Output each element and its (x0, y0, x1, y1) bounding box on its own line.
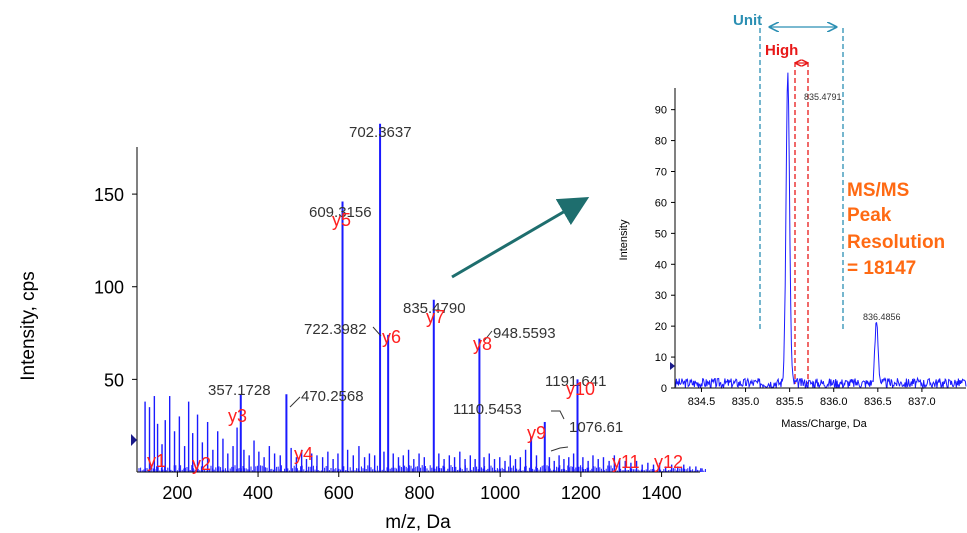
inset-peak-label: 835.4791 (804, 92, 842, 102)
ion-labels: y1 y2 y3 y4 y5 y6 y7 y8 y9 y10 y11 y12 (147, 210, 683, 474)
zoom-arrow-icon (451, 196, 590, 279)
peak-label: 1191.641 (545, 373, 606, 390)
inset-y-axis-title: Intensity (618, 219, 630, 260)
high-label: High (765, 42, 798, 59)
y-tick-label: 100 (94, 278, 124, 298)
ion-label: y1 (147, 451, 166, 471)
peak-label: 835.4790 (403, 300, 466, 317)
inset-y-axis-ticks: 0 10 20 30 40 50 60 70 80 90 (655, 105, 675, 395)
y-tick-label: 50 (104, 370, 124, 390)
resolution-line: MS/MS (847, 180, 909, 201)
y-tick-label: 150 (94, 185, 124, 205)
labeled-peaks (239, 123, 579, 472)
peak-label: 702.3637 (349, 124, 412, 141)
inset-x-tick-label: 836.5 (864, 396, 892, 408)
noise-peaks (138, 396, 706, 472)
y-axis-title: Intensity, cps (18, 271, 39, 380)
inset-x-axis-title: Mass/Charge, Da (781, 418, 867, 430)
ion-label: y9 (527, 423, 546, 443)
x-tick-label: 600 (324, 483, 354, 503)
inset-y-tick-label: 30 (655, 290, 667, 302)
inset-y-tick-label: 0 (661, 383, 667, 395)
inset-x-tick-label: 835.0 (732, 396, 760, 408)
peak-label: 357.1728 (208, 382, 271, 399)
ion-label: y12 (654, 452, 683, 472)
inset-y-tick-label: 20 (655, 321, 667, 333)
resolution-annotation: MS/MS Peak Resolution = 18147 (847, 180, 945, 279)
x-tick-label: 1000 (480, 483, 520, 503)
x-tick-label: 400 (243, 483, 273, 503)
inset-y-tick-label: 80 (655, 136, 667, 148)
peak-label: 1110.5453 (453, 401, 522, 418)
resolution-line: = 18147 (847, 258, 916, 279)
inset-y-tick-label: 50 (655, 228, 667, 240)
ion-label: y10 (566, 379, 595, 399)
inset-x-tick-label: 836.0 (820, 396, 848, 408)
peak-label: 722.3982 (304, 321, 367, 338)
ion-label: y5 (332, 210, 351, 230)
inset-y-tick-label: 90 (655, 105, 667, 117)
ion-label: y2 (192, 454, 211, 474)
x-tick-label: 1400 (642, 483, 682, 503)
peak-label: 1076.61 (569, 419, 623, 436)
inset-y-tick-label: 60 (655, 197, 667, 209)
ion-label: y7 (426, 307, 445, 327)
inset-y-tick-label: 70 (655, 167, 667, 179)
inset-spectrum-chart: Unit High 834.5 835.0 835.5 836.0 836.5 837.0… (618, 12, 967, 430)
peak-mass-labels: 702.3637 609.3156 722.3982 835.4790 948.… (208, 124, 623, 436)
resolution-line: Peak (847, 205, 892, 226)
peak-leader-lines (289, 326, 569, 452)
peak-label: 948.5593 (493, 325, 556, 342)
x-axis-title: m/z, Da (385, 512, 451, 533)
inset-y-tick-label: 10 (655, 352, 667, 364)
axis-marker-icon (131, 434, 137, 446)
inset-peak-label: 836.4856 (863, 312, 901, 322)
ion-label: y8 (473, 334, 492, 354)
x-tick-label: 200 (162, 483, 192, 503)
inset-x-tick-label: 834.5 (688, 396, 716, 408)
y-axis-ticks: 50 100 150 (94, 185, 137, 390)
ion-label: y6 (382, 327, 401, 347)
inset-axis-marker-icon (670, 362, 675, 370)
inset-x-axis-ticks: 834.5 835.0 835.5 836.0 836.5 837.0 (688, 388, 936, 408)
inset-x-tick-label: 835.5 (776, 396, 804, 408)
inset-y-tick-label: 40 (655, 259, 667, 271)
inset-spectrum-trace (674, 72, 967, 390)
inset-x-tick-label: 837.0 (908, 396, 936, 408)
ion-label: y4 (294, 444, 313, 464)
x-axis-ticks: 200 400 600 800 1000 1200 1400 (162, 472, 682, 503)
ion-label: y3 (228, 406, 247, 426)
peak-label: 609.3156 (309, 204, 372, 221)
ion-label: y11 (612, 452, 640, 472)
x-tick-label: 1200 (561, 483, 601, 503)
resolution-line: Resolution (847, 232, 945, 253)
unit-label: Unit (733, 12, 762, 29)
x-tick-label: 800 (404, 483, 434, 503)
peak-label: 470.2568 (301, 388, 364, 405)
